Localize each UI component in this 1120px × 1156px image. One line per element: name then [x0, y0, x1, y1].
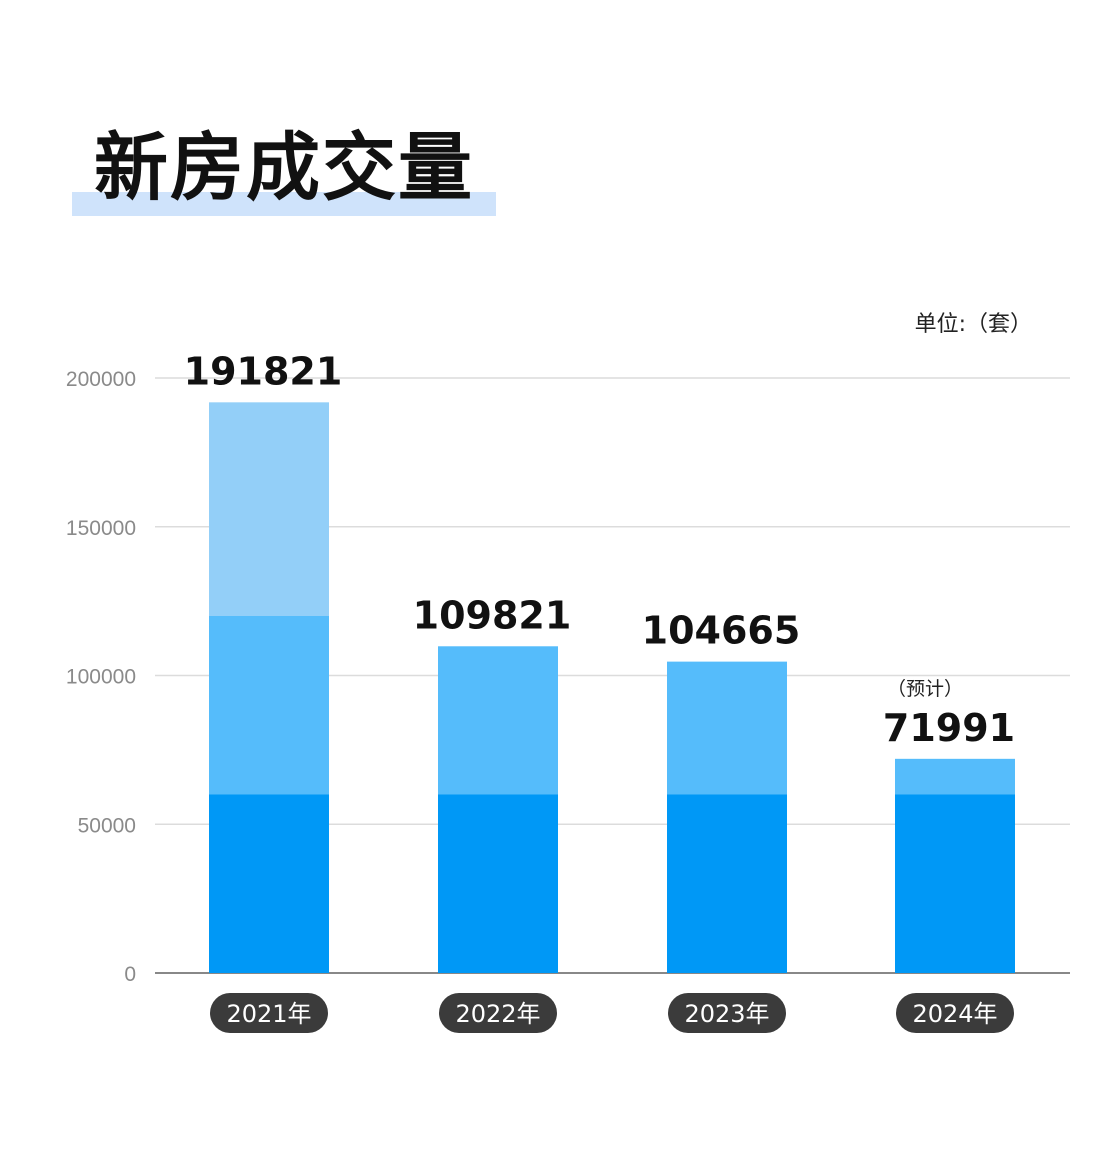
category-pill: 2021年	[210, 993, 328, 1033]
unit-label: 单位:（套）	[914, 312, 1032, 337]
bar-group-4	[895, 758, 1015, 973]
bar-segment	[895, 794, 1015, 973]
bar-segment	[667, 661, 787, 795]
category-label: 2024年	[912, 1000, 997, 1028]
category-pill-bg	[896, 993, 1014, 1033]
category-pill: 2022年	[439, 993, 557, 1033]
y-tick-label: 150000	[66, 517, 136, 540]
bar-segment	[438, 646, 558, 795]
y-axis-ticks: 0 50000 100000 150000 200000	[66, 368, 136, 986]
value-labels: 191821 109821 104665 71991 （预计）	[184, 349, 1015, 749]
value-label: 191821	[184, 349, 343, 393]
category-pill-bg	[668, 993, 786, 1033]
category-pill: 2023年	[668, 993, 786, 1033]
title-highlight	[72, 192, 496, 216]
bar-segment	[438, 794, 558, 973]
y-tick-label: 0	[124, 963, 136, 986]
page-title: 新房成交量	[94, 125, 474, 211]
title-block: 新房成交量	[72, 118, 502, 218]
y-tick-label: 50000	[78, 814, 136, 837]
y-tick-label: 100000	[66, 666, 136, 689]
bars	[209, 402, 1015, 973]
category-label: 2022年	[455, 1000, 540, 1028]
bar-group-1	[209, 402, 329, 973]
bar-segment	[667, 794, 787, 973]
category-pill: 2024年	[896, 993, 1014, 1033]
category-pill-bg	[439, 993, 557, 1033]
y-tick-label: 200000	[66, 368, 136, 391]
x-axis-categories: 2021年 2022年 2023年 2024年	[210, 993, 1014, 1033]
category-label: 2023年	[684, 1000, 769, 1028]
value-label: 104665	[642, 609, 801, 653]
forecast-note: （预计）	[887, 678, 963, 700]
category-label: 2021年	[226, 1000, 311, 1028]
category-pill-bg	[210, 993, 328, 1033]
value-label: 71991	[883, 706, 1015, 750]
bar-segment	[209, 794, 329, 973]
bar-segment	[209, 402, 329, 616]
bar-segment	[895, 758, 1015, 795]
value-label: 109821	[413, 593, 572, 637]
bar-group-2	[438, 646, 558, 973]
bar-segment	[209, 616, 329, 795]
bar-group-3	[667, 661, 787, 973]
